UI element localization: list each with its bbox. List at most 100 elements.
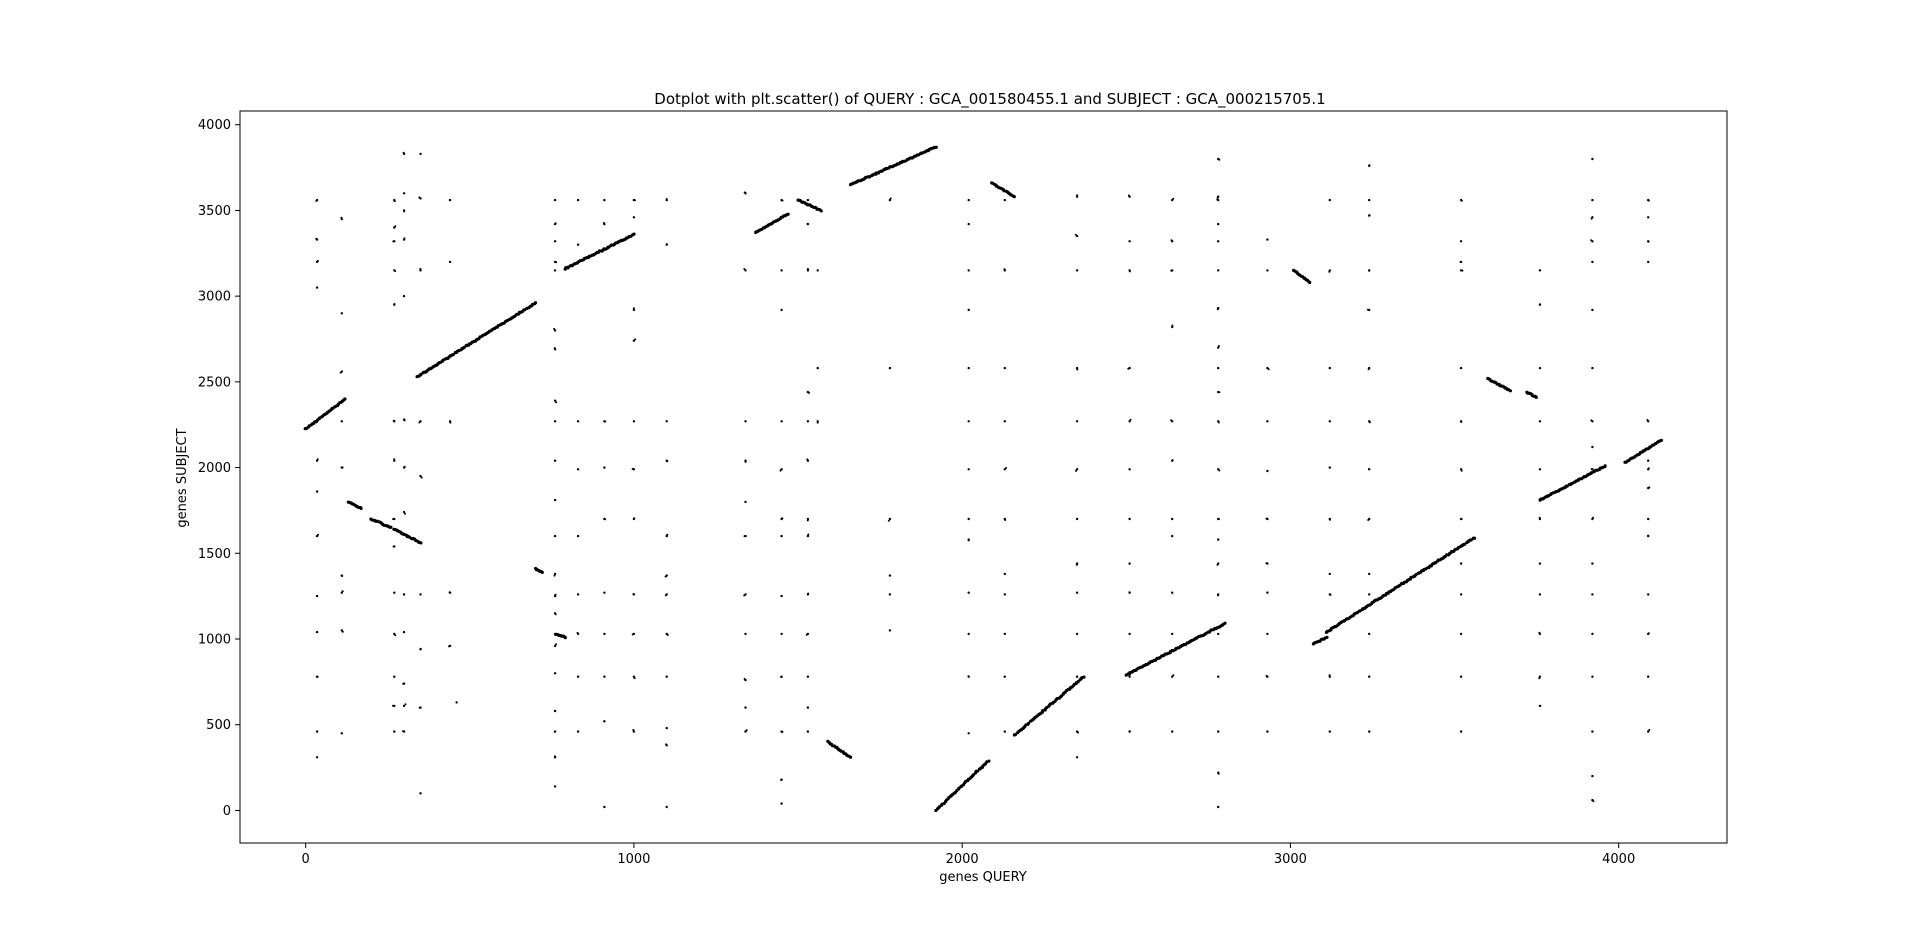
data-point [665, 675, 668, 678]
data-point [1075, 517, 1079, 521]
data-point [967, 366, 970, 370]
data-point [603, 591, 606, 594]
data-point [1539, 704, 1542, 707]
x-tick-label: 4000 [1602, 852, 1635, 867]
data-point [1075, 756, 1079, 759]
data-point [1591, 366, 1594, 370]
data-point [1170, 419, 1173, 422]
data-point [1459, 261, 1462, 263]
data-point [632, 307, 635, 310]
data-point [888, 593, 892, 596]
data-point [1460, 469, 1463, 472]
data-point [1218, 518, 1220, 521]
data-point [1266, 591, 1269, 594]
y-axis-label: genes SUBJECT [175, 428, 190, 527]
data-point [392, 419, 395, 422]
data-point [634, 199, 636, 202]
data-point [632, 730, 636, 733]
data-point [553, 572, 557, 576]
data-point [553, 327, 556, 330]
data-point [1590, 217, 1593, 220]
data-point [418, 421, 421, 424]
data-point [1368, 632, 1371, 636]
data-point [1508, 389, 1512, 393]
data-point [1266, 238, 1269, 241]
data-point [603, 198, 606, 202]
data-point [1590, 419, 1593, 422]
data-point [448, 591, 451, 594]
data-point [744, 632, 747, 636]
data-point [1368, 675, 1371, 678]
data-point [553, 730, 556, 733]
data-point [1128, 240, 1131, 243]
data-point [1460, 518, 1463, 521]
data-point [315, 286, 319, 289]
data-point [744, 730, 747, 733]
data-point [555, 261, 558, 264]
data-point [1217, 772, 1220, 775]
data-point [576, 420, 580, 423]
data-point [1472, 536, 1477, 540]
x-axis-label: genes QUERY [939, 870, 1027, 885]
data-point [576, 675, 580, 678]
data-point [967, 632, 970, 636]
data-point [553, 534, 557, 538]
data-point [402, 704, 406, 708]
data-point [392, 704, 394, 707]
data-point [419, 152, 422, 156]
data-point [1012, 195, 1016, 199]
data-point [402, 682, 405, 685]
data-point [745, 729, 748, 732]
data-point [1127, 367, 1130, 370]
data-point [1127, 194, 1130, 197]
data-point [1329, 593, 1332, 596]
data-point [887, 519, 890, 522]
data-point [1128, 675, 1131, 678]
data-point [849, 755, 853, 759]
data-point [1217, 345, 1220, 347]
data-point [576, 593, 580, 596]
y-tick-label: 3000 [198, 290, 231, 305]
data-point [1128, 420, 1131, 423]
scatter-points [303, 145, 1664, 813]
data-point [888, 198, 892, 202]
data-point [1216, 198, 1219, 201]
data-point [967, 222, 970, 226]
data-point [404, 512, 406, 515]
data-point [603, 632, 606, 636]
data-point [554, 222, 557, 225]
data-point [1538, 468, 1542, 471]
data-point [633, 517, 636, 520]
data-point [341, 575, 344, 577]
data-point [1171, 591, 1174, 594]
data-point [1172, 197, 1175, 200]
data-point [1328, 198, 1332, 202]
data-point [576, 631, 579, 634]
data-point [553, 240, 557, 243]
data-point [888, 517, 892, 521]
data-point [1328, 420, 1332, 423]
data-point [420, 476, 423, 479]
data-point [1217, 421, 1220, 424]
data-point [1538, 366, 1542, 370]
data-point [632, 728, 635, 731]
data-point [1368, 421, 1371, 424]
data-point [1216, 308, 1219, 311]
data-point [317, 533, 320, 536]
data-point [975, 769, 980, 773]
data-point [402, 510, 406, 514]
data-point [967, 732, 970, 735]
data-point [554, 593, 557, 596]
data-point [781, 199, 784, 202]
data-point [1075, 632, 1079, 636]
data-point [1075, 591, 1079, 594]
data-point [553, 709, 557, 713]
data-point [806, 730, 810, 733]
data-point [1075, 469, 1077, 472]
data-point [888, 366, 892, 370]
data-point [666, 533, 669, 536]
data-point [1459, 675, 1463, 678]
data-point [554, 755, 556, 758]
data-point [806, 706, 810, 709]
data-point [806, 458, 809, 461]
